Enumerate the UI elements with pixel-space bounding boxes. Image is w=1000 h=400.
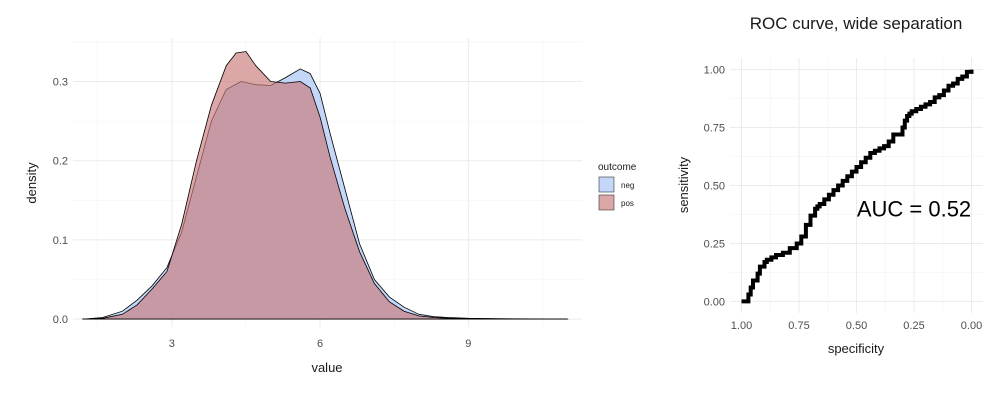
density-y-tick-label: 0.1 (53, 235, 68, 247)
density-gridlines (73, 38, 582, 327)
roc-y-axis-title: sensitivity (676, 156, 691, 213)
density-x-tick-label: 3 (169, 338, 175, 350)
density-legend: outcome neg pos (598, 162, 637, 211)
legend-label-pos: pos (621, 199, 634, 208)
roc-y-tick-label: 0.00 (704, 296, 725, 308)
roc-x-tick-label: 1.00 (731, 320, 752, 332)
roc-y-tick-labels: 0.00 0.25 0.50 0.75 1.00 (704, 65, 725, 309)
roc-x-axis-title: specificity (828, 341, 885, 356)
density-area-pos (81, 51, 569, 320)
roc-curve (741, 69, 974, 304)
roc-title: ROC curve, wide separation (750, 14, 963, 33)
roc-plot: ROC curve, wide separation 1.00 0.75 0.50 0… (676, 14, 983, 356)
legend-title: outcome (598, 162, 637, 173)
density-areas (81, 51, 569, 320)
roc-x-tick-label: 0.00 (961, 320, 982, 332)
density-y-axis-title: density (24, 162, 39, 204)
roc-y-tick-label: 0.50 (704, 181, 725, 193)
roc-x-tick-label: 0.25 (903, 320, 924, 332)
density-plot: 3 6 9 0.0 0.1 0.2 0.3 value density outcome n… (24, 38, 637, 375)
auc-annotation: AUC = 0.52 (857, 197, 971, 222)
legend-key-pos (598, 194, 615, 211)
density-x-tick-labels: 3 6 9 (169, 338, 472, 350)
density-y-tick-label: 0.3 (53, 77, 68, 89)
roc-x-tick-label: 0.50 (846, 320, 867, 332)
roc-y-tick-label: 1.00 (704, 65, 725, 77)
density-y-tick-label: 0.2 (53, 156, 68, 168)
density-x-tick-label: 9 (465, 338, 471, 350)
roc-gridlines (730, 58, 983, 313)
density-x-axis-title: value (311, 360, 342, 375)
density-y-tick-labels: 0.0 0.1 0.2 0.3 (53, 77, 68, 327)
density-y-tick-label: 0.0 (53, 314, 68, 326)
roc-x-tick-labels: 1.00 0.75 0.50 0.25 0.00 (731, 320, 982, 332)
roc-y-tick-label: 0.25 (704, 238, 725, 250)
legend-key-neg (598, 176, 615, 193)
roc-x-tick-label: 0.75 (788, 320, 809, 332)
roc-y-tick-label: 0.75 (704, 123, 725, 135)
roc-curve-line (741, 69, 974, 304)
density-x-tick-label: 6 (317, 338, 323, 350)
legend-label-neg: neg (621, 181, 634, 190)
